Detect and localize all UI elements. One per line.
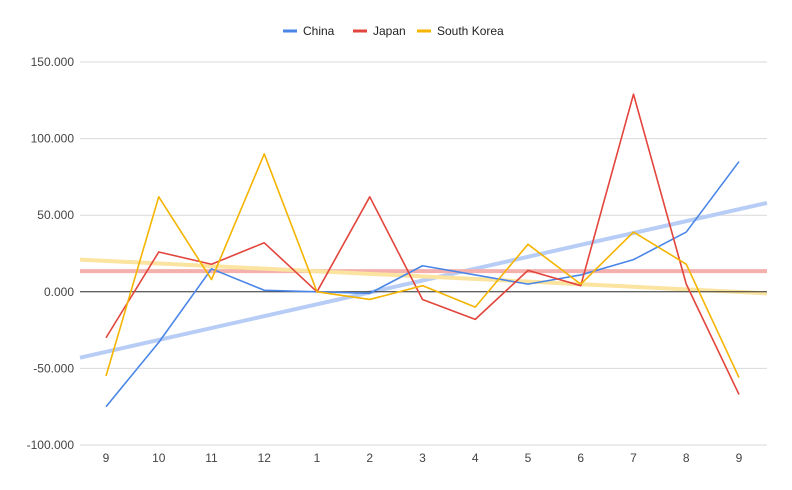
y-axis-tick-labels: -100.000 -50.000 0.000 50.000 100.000 150.000: [27, 55, 75, 452]
y-tick-label: 100.000: [31, 132, 75, 146]
x-axis-tick-labels: 9 10 11 12 1 2 3 4 5 6 7 8 9: [103, 451, 743, 465]
x-tick-label: 9: [103, 451, 110, 465]
x-tick-label: 12: [258, 451, 272, 465]
y-tick-label: -50.000: [33, 361, 74, 375]
x-tick-label: 2: [366, 451, 373, 465]
trendline-china: [79, 200, 768, 360]
x-tick-label: 8: [683, 451, 690, 465]
trendlines: [79, 200, 768, 360]
trendline-south-korea: [79, 257, 768, 296]
legend: China Japan South Korea: [283, 24, 504, 38]
series-line-china: [105, 161, 740, 408]
series-line-south-korea: [105, 153, 740, 378]
x-tick-label: 11: [205, 451, 218, 465]
legend-label-south-korea: South Korea: [437, 24, 504, 38]
x-tick-label: 3: [419, 451, 426, 465]
y-tick-label: 150.000: [31, 55, 75, 69]
x-tick-label: 5: [525, 451, 532, 465]
x-tick-label: 9: [736, 451, 743, 465]
x-tick-label: 4: [472, 451, 479, 465]
y-tick-label: -100.000: [27, 438, 75, 452]
legend-label-china: China: [303, 24, 335, 38]
x-tick-label: 10: [152, 451, 166, 465]
x-tick-label: 6: [577, 451, 584, 465]
series-lines: [105, 93, 740, 408]
legend-label-japan: Japan: [373, 24, 406, 38]
x-tick-label: 7: [630, 451, 637, 465]
x-tick-label: 1: [314, 451, 321, 465]
y-tick-label: 50.000: [37, 208, 74, 222]
y-tick-label: 0.000: [44, 285, 74, 299]
series-line-japan: [105, 93, 740, 395]
gridlines: [80, 61, 767, 446]
